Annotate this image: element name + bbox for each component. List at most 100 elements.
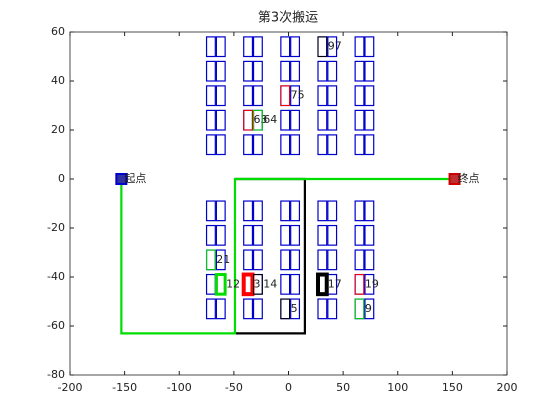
shelf <box>215 134 226 156</box>
shelf <box>354 200 365 222</box>
item-box <box>317 36 328 58</box>
item-box <box>354 298 365 320</box>
shelf <box>290 224 301 246</box>
shelf <box>364 134 375 156</box>
item-label: 75 <box>291 89 305 102</box>
item-box <box>243 109 253 131</box>
shelf <box>317 134 328 156</box>
shelf <box>215 298 226 320</box>
shelf <box>205 36 216 58</box>
item-label: 64 <box>263 113 277 126</box>
shelf <box>205 298 216 320</box>
item-label: 21 <box>216 253 230 266</box>
shelf <box>290 134 301 156</box>
shelf <box>243 36 254 58</box>
shelf <box>252 85 263 107</box>
shelf <box>364 60 375 82</box>
shelf <box>252 224 263 246</box>
shelf <box>317 60 328 82</box>
shelf <box>364 298 375 320</box>
x-tick-label: 200 <box>497 381 518 394</box>
x-tick-label: -200 <box>58 381 83 394</box>
shelf <box>205 60 216 82</box>
shelf <box>215 60 226 82</box>
y-tick-label: 20 <box>51 123 65 136</box>
y-tick-label: 60 <box>51 25 65 38</box>
shelf <box>205 85 216 107</box>
shelf <box>290 85 301 107</box>
shelf <box>215 200 226 222</box>
item-box <box>280 85 291 107</box>
x-tick-label: -50 <box>225 381 243 394</box>
shelf <box>205 200 216 222</box>
shelf <box>327 36 338 58</box>
marker <box>448 173 461 185</box>
shelf <box>327 224 338 246</box>
shelf <box>290 298 301 320</box>
item-box <box>214 273 227 296</box>
shelf <box>354 224 365 246</box>
shelf <box>243 298 254 320</box>
shelf <box>280 109 291 131</box>
shelf <box>327 60 338 82</box>
shelf <box>243 60 254 82</box>
x-tick-label: 0 <box>285 381 292 394</box>
shelf <box>243 224 254 246</box>
shelf <box>290 36 301 58</box>
y-tick-label: 0 <box>58 172 65 185</box>
marker-label: 起点 <box>124 172 146 185</box>
shelf <box>290 273 301 295</box>
x-tick-label: 150 <box>442 381 463 394</box>
shelf <box>252 298 263 320</box>
item-label: 17 <box>328 277 342 290</box>
route <box>120 177 455 335</box>
shelf <box>327 109 338 131</box>
y-tick-label: -40 <box>47 270 65 283</box>
x-tick-label: -150 <box>112 381 137 394</box>
shelf <box>364 36 375 58</box>
shelf <box>280 60 291 82</box>
x-tick-label: 100 <box>387 381 408 394</box>
shelf <box>280 273 291 295</box>
shelf <box>280 249 291 271</box>
shelf <box>354 109 365 131</box>
shelf <box>354 60 365 82</box>
item-label: 3 <box>253 277 260 290</box>
marker <box>115 173 128 185</box>
x-tick-label: 50 <box>336 381 350 394</box>
shelf <box>354 134 365 156</box>
item-label: 97 <box>328 40 342 53</box>
item-box <box>354 274 365 295</box>
shelf <box>280 134 291 156</box>
shelf <box>215 85 226 107</box>
shelf <box>252 36 263 58</box>
item-label: 5 <box>291 302 298 315</box>
shelf <box>215 36 226 58</box>
shelf <box>364 249 375 271</box>
shelf <box>354 85 365 107</box>
y-tick-label: -20 <box>47 221 65 234</box>
shelf <box>327 200 338 222</box>
shelf <box>317 200 328 222</box>
shelf <box>252 200 263 222</box>
shelf <box>205 224 216 246</box>
shelf <box>243 200 254 222</box>
shelf <box>290 200 301 222</box>
shelf <box>317 224 328 246</box>
shelf <box>243 249 254 271</box>
item-label: 19 <box>365 277 379 290</box>
shelf <box>327 85 338 107</box>
shelf <box>205 134 216 156</box>
item-label: 12 <box>226 277 240 290</box>
shelf <box>364 200 375 222</box>
shelf <box>364 109 375 131</box>
shelf <box>327 134 338 156</box>
shelf <box>327 249 338 271</box>
shelf <box>290 109 301 131</box>
shelf <box>215 249 226 271</box>
shelf <box>252 134 263 156</box>
shelf <box>327 298 338 320</box>
chart-title: 第3次搬运 <box>258 10 318 26</box>
